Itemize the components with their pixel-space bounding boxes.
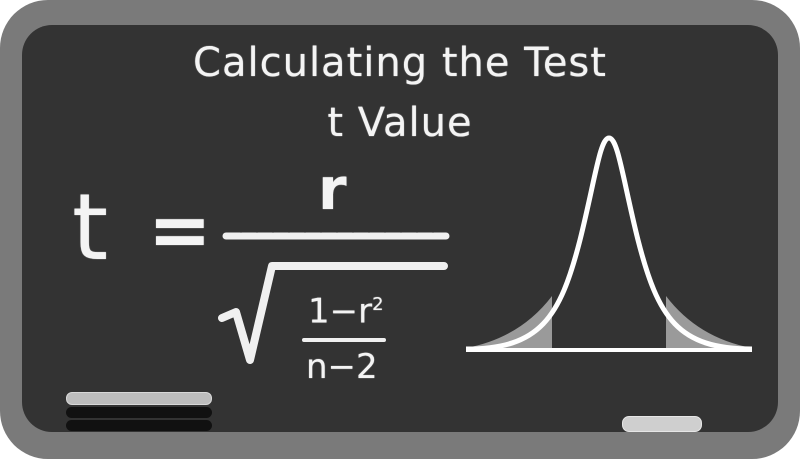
title-line-1: Calculating the Test [193, 40, 607, 86]
chalkboard-surface [22, 25, 778, 432]
formula-t: t [72, 174, 109, 281]
eraser-felt [66, 407, 212, 418]
eraser-icon [66, 392, 212, 433]
bell-curve-icon [465, 135, 753, 352]
formula-numerator: r [318, 155, 347, 223]
eraser-base [66, 420, 212, 431]
square-root-sign [218, 262, 448, 364]
bell-curve-line [465, 135, 753, 352]
chalk-icon [622, 416, 702, 432]
inner-numerator-exponent: 2 [372, 294, 384, 315]
inner-numerator-base: 1−r [308, 291, 373, 332]
formula-inner-denominator: n−2 [306, 347, 378, 387]
formula-inner-numerator: 1−r2 [308, 288, 384, 328]
formula-equals: = [148, 185, 212, 274]
title-line-2: t Value [327, 100, 473, 146]
eraser-top [66, 392, 212, 405]
